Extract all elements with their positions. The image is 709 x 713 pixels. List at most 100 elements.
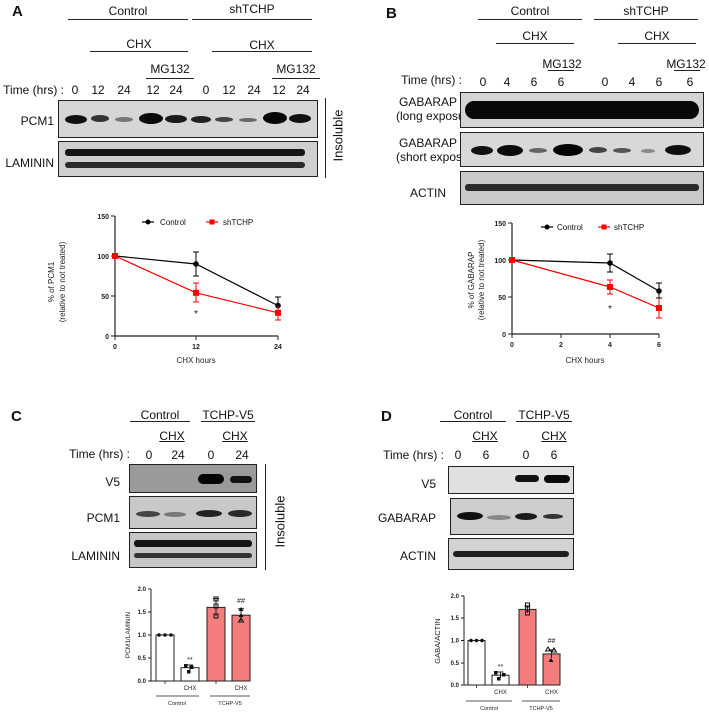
blot-label-gabarap-short: GABARAP (short exposure) — [396, 136, 484, 164]
western-blot-laminin — [129, 532, 257, 568]
y-axis-label: GABA/ACTIN — [433, 618, 442, 663]
bar — [518, 608, 537, 686]
svg-text:24: 24 — [274, 344, 282, 351]
svg-text:0.5: 0.5 — [138, 656, 147, 662]
svg-text:50: 50 — [498, 295, 506, 302]
time-label: Time (hrs) : — [383, 448, 444, 462]
inhibitor-line — [146, 78, 194, 80]
lane-label: 24 — [169, 83, 183, 97]
blot-label-gabarap: GABARAP — [377, 511, 436, 525]
svg-text:100: 100 — [97, 254, 109, 261]
lane-label: 0 — [207, 448, 215, 462]
western-blot-pcm1 — [129, 496, 257, 529]
lane-label: 24 — [235, 448, 249, 462]
western-blot-laminin — [58, 141, 318, 177]
western-blot-v5 — [448, 466, 574, 494]
group-line — [68, 19, 188, 21]
y-axis-label: PCM1/LAMININ — [125, 612, 132, 659]
lane-label: 6 — [550, 448, 558, 462]
lane-label: 24 — [117, 83, 131, 97]
lane-label: 12 — [91, 83, 105, 97]
group-line — [594, 19, 698, 21]
significance-marker: * — [608, 304, 612, 315]
blot-label-laminin: LAMININ — [71, 549, 120, 563]
treatment-label: CHX — [159, 429, 185, 443]
inhibitor-label: MG132 — [276, 62, 316, 76]
treatment-label: CHX — [249, 38, 275, 52]
inhibitor-line — [674, 70, 700, 72]
lane-label: 0 — [454, 448, 462, 462]
inhibitor-line — [272, 78, 320, 80]
fraction-bracket — [265, 464, 267, 570]
svg-text:1.5: 1.5 — [138, 610, 147, 616]
svg-text:2.0: 2.0 — [138, 587, 147, 593]
y-axis-label-sub: (relative to not treated) — [477, 239, 486, 320]
y-axis-label-sub: (relative to not treated) — [58, 241, 67, 322]
group-label: TCHP-V5 — [218, 701, 242, 707]
svg-text:2: 2 — [559, 342, 563, 349]
lane-label: 12 — [222, 83, 236, 97]
lane-label: 0 — [601, 75, 609, 89]
blot-label-pcm1: PCM1 — [20, 114, 54, 128]
svg-text:CHX: CHX — [184, 686, 197, 692]
panel-letter-a: A — [12, 3, 23, 20]
western-blot-v5 — [129, 464, 257, 493]
svg-text:12: 12 — [192, 344, 200, 351]
significance-marker: ** — [498, 664, 504, 671]
lane-label: 24 — [296, 83, 310, 97]
group-label-control: Control — [510, 4, 550, 18]
treatment-line — [618, 43, 696, 45]
svg-text:0: 0 — [510, 342, 514, 349]
bar-chart-pcm1-laminin: PCM1/LAMININ 2.0 1.5 1.0 0.5 0.0 ** ## C… — [125, 587, 251, 707]
group-line — [516, 421, 572, 423]
blot-label-actin: ACTIN — [410, 186, 446, 200]
inhibitor-label: MG132 — [150, 62, 190, 76]
svg-text:0.0: 0.0 — [451, 683, 460, 689]
bar — [155, 634, 175, 682]
fraction-label: Insoluble — [272, 495, 288, 548]
group-label-control: Control — [140, 408, 180, 422]
lane-label: 0 — [202, 83, 210, 97]
treatment-label: CHX — [541, 429, 567, 443]
svg-text:shTCHP: shTCHP — [223, 218, 253, 227]
lane-label: 6 — [686, 75, 694, 89]
lane-label: 24 — [247, 83, 261, 97]
lane-label: 0 — [479, 75, 487, 89]
lane-label: 0 — [522, 448, 530, 462]
svg-text:0.0: 0.0 — [138, 679, 147, 685]
treatment-line — [496, 43, 574, 45]
lane-label: 0 — [145, 448, 153, 462]
bar — [231, 614, 251, 682]
lane-label: 12 — [146, 83, 160, 97]
svg-text:1.0: 1.0 — [451, 639, 460, 645]
panel-letter-d: D — [381, 408, 392, 425]
lane-label: 6 — [557, 75, 565, 89]
western-blot-gabarap-short — [460, 132, 704, 167]
lane-label: 4 — [503, 75, 511, 89]
time-label: Time (hrs) : — [69, 447, 130, 461]
svg-text:150: 150 — [97, 214, 109, 221]
group-label: Control — [480, 706, 498, 712]
lane-label: 6 — [482, 448, 490, 462]
bar — [467, 640, 486, 686]
svg-text:1.0: 1.0 — [138, 633, 147, 639]
group-label-tchp-v5: TCHP-V5 — [518, 408, 570, 422]
line-chart-pcm1: % of PCM1 (relative to not treated) 150 … — [47, 214, 282, 365]
lane-label: 24 — [171, 448, 185, 462]
chart-legend: Control shTCHP — [142, 218, 253, 227]
blot-label-laminin: LAMININ — [5, 156, 54, 170]
svg-text:0: 0 — [105, 334, 109, 341]
group-label-tchp-v5: TCHP-V5 — [202, 408, 254, 422]
panel-letter-b: B — [386, 5, 397, 22]
line-chart-gabarap: % of GABARAP (relative to not treated) 1… — [467, 221, 662, 365]
lane-label: 4 — [628, 75, 636, 89]
group-line — [192, 19, 312, 21]
svg-text:Control: Control — [557, 223, 583, 232]
blot-label-v5: V5 — [105, 475, 120, 489]
svg-text:50: 50 — [101, 294, 109, 301]
group-label: Control — [168, 701, 186, 707]
blot-label-gabarap-long: GABARAP (long exposure) — [396, 95, 480, 123]
blot-label-pcm1: PCM1 — [86, 511, 120, 525]
western-blot-gabarap — [450, 498, 574, 535]
significance-marker: * — [194, 309, 198, 320]
